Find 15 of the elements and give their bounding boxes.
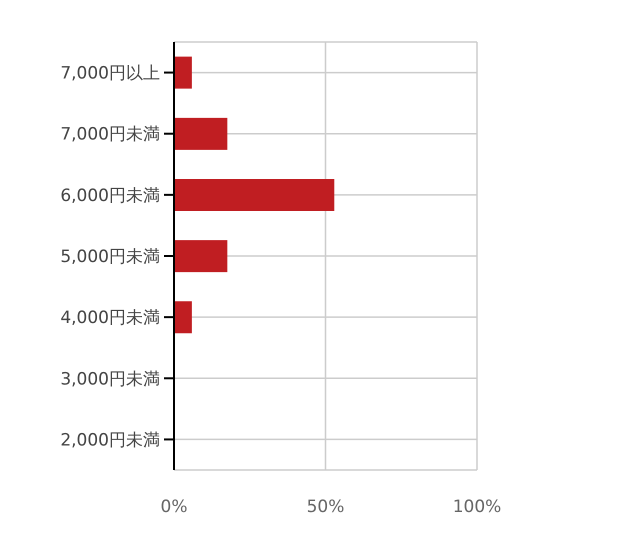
bar (174, 118, 228, 150)
y-tick-label: 6,000円未満 (60, 186, 160, 206)
y-tick-label: 4,000円未満 (60, 308, 160, 328)
y-tick-label: 2,000円未満 (60, 430, 160, 450)
x-tick-label: 100% (452, 497, 502, 518)
y-tick-label: 7,000円以上 (60, 64, 160, 84)
x-tick-label: 50% (306, 497, 344, 518)
bar (174, 301, 192, 334)
y-tick-label: 5,000円未満 (60, 247, 160, 268)
x-tick-label: 0% (160, 497, 188, 518)
bar (174, 240, 228, 272)
y-tick-label: 3,000円未満 (60, 369, 160, 390)
y-tick-label: 7,000円未満 (60, 124, 160, 145)
bar (174, 178, 334, 211)
bar (174, 56, 192, 89)
